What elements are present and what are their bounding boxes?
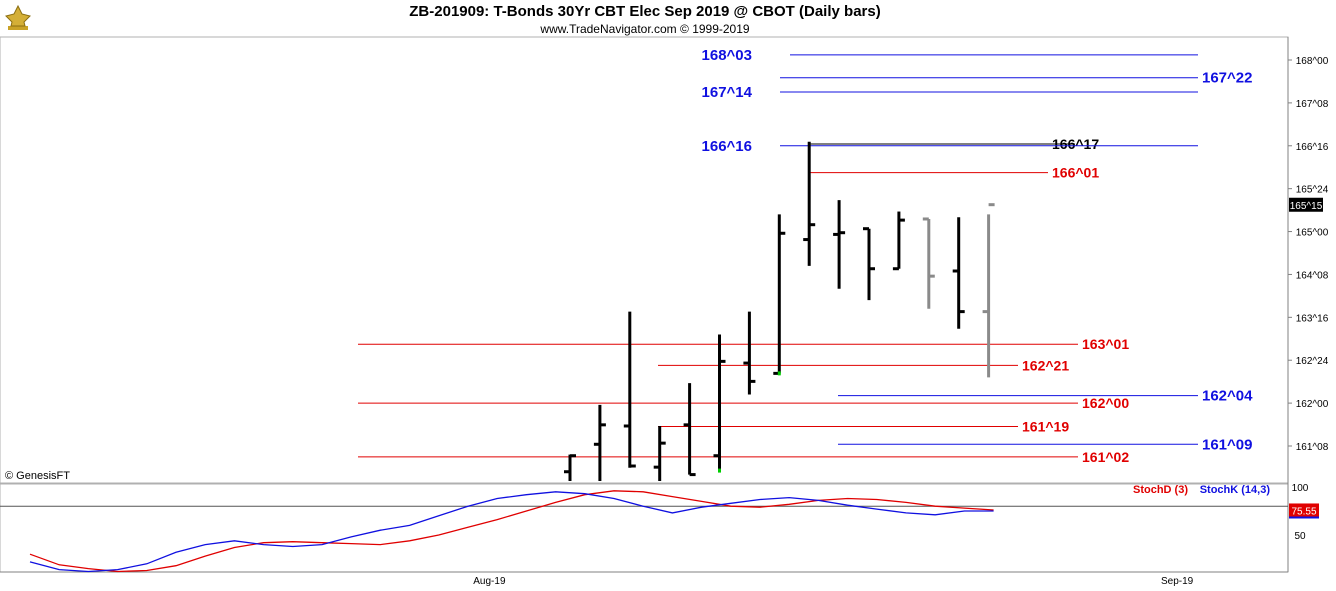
ohlc-low-marker: [777, 371, 781, 376]
level-label: 161^19: [1022, 419, 1069, 435]
time-axis-label: Aug-19: [473, 576, 506, 587]
level-label: 163^01: [1082, 336, 1129, 352]
stoch-last-value-label: 75.55: [1291, 506, 1316, 517]
stoch-legend-label: StochK (14,3): [1200, 484, 1271, 496]
price-tick-label: 166^16: [1296, 142, 1329, 153]
indicator-plot-frame: [0, 483, 1289, 573]
level-label: 162^04: [1202, 388, 1253, 405]
time-axis-label: Sep-19: [1161, 576, 1194, 587]
price-tick-label: 162^00: [1296, 399, 1329, 410]
level-label: 161^02: [1082, 449, 1129, 465]
level-label: 162^00: [1082, 395, 1129, 411]
stoch-last-value-box: [1289, 503, 1319, 518]
level-label: 166^16: [702, 138, 752, 155]
level-label: 161^09: [1202, 436, 1252, 453]
price-tick-label: 168^00: [1296, 56, 1329, 67]
stoch-tick-label: 100: [1292, 483, 1309, 494]
copyright-label: © GenesisFT: [5, 470, 70, 482]
logo-icon: [2, 2, 34, 34]
level-label: 162^21: [1022, 357, 1069, 373]
chart-title: ZB-201909: T-Bonds 30Yr CBT Elec Sep 201…: [409, 3, 881, 20]
price-tick-label: 165^00: [1296, 228, 1329, 239]
level-label: 166^17: [1052, 136, 1099, 152]
stoch-legend-label: StochD (3): [1133, 484, 1188, 496]
level-label: 166^01: [1052, 165, 1099, 181]
price-tick-label: 163^16: [1296, 313, 1329, 324]
price-plot-frame: [0, 36, 1289, 484]
last-price-label: 165^15: [1290, 201, 1323, 212]
level-label: 167^14: [702, 84, 753, 101]
chart-subtitle: www.TradeNavigator.com © 1999-2019: [540, 22, 750, 36]
price-tick-label: 161^08: [1296, 442, 1329, 453]
level-label: 168^03: [702, 47, 752, 64]
last-price-box: [1289, 197, 1323, 212]
ohlc-low-marker: [718, 468, 721, 473]
price-tick-label: 164^08: [1296, 270, 1329, 281]
stoch-series-line: [29, 491, 994, 573]
stoch-series-line: [29, 490, 994, 573]
stoch-tick-label: 50: [1294, 531, 1306, 542]
price-tick-label: 167^08: [1296, 99, 1329, 110]
price-tick-label: 162^24: [1296, 356, 1329, 367]
level-label: 167^22: [1202, 70, 1252, 87]
price-tick-label: 165^24: [1296, 185, 1329, 196]
